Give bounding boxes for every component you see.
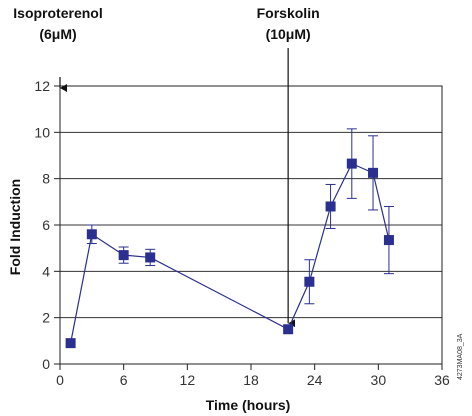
data-point xyxy=(118,250,129,261)
x-tick-label: 36 xyxy=(434,372,450,388)
x-tick-label: 18 xyxy=(243,372,259,388)
y-tick-label: 10 xyxy=(34,124,50,140)
annotations: Isoproterenol (6μM) Forskolin (10μM) xyxy=(13,5,320,328)
x-tick-label: 12 xyxy=(180,372,196,388)
annotation-label: Isoproterenol xyxy=(13,5,102,21)
annotation-label: (6μM) xyxy=(39,26,76,42)
x-tick-label: 30 xyxy=(371,372,387,388)
data-point xyxy=(383,235,394,246)
gridlines xyxy=(60,131,442,319)
x-axis-title: Time (hours) xyxy=(206,397,291,413)
x-tick-label: 24 xyxy=(307,372,323,388)
data-point xyxy=(145,252,156,263)
series-line xyxy=(70,162,390,344)
data-point xyxy=(304,276,315,287)
y-tick-label: 2 xyxy=(42,310,50,326)
figure-id: 4273MA08_3A xyxy=(457,333,464,380)
y-tick-label: 6 xyxy=(42,217,50,233)
data-point xyxy=(368,167,379,178)
x-tick-label: 0 xyxy=(56,372,64,388)
data-series xyxy=(65,128,394,349)
y-tick-label: 12 xyxy=(34,78,50,94)
y-tick-label: 0 xyxy=(42,356,50,372)
data-point xyxy=(325,201,336,212)
x-tick-label: 6 xyxy=(120,372,128,388)
data-point xyxy=(283,324,294,335)
y-axis-title: Fold Induction xyxy=(7,179,23,275)
data-point xyxy=(65,338,76,349)
data-point xyxy=(346,158,357,169)
data-point xyxy=(86,229,97,240)
annotation-label: (10μM) xyxy=(266,26,311,42)
y-tick-label: 8 xyxy=(42,171,50,187)
y-tick-label: 4 xyxy=(42,263,50,279)
annotation-label: Forskolin xyxy=(257,5,320,21)
